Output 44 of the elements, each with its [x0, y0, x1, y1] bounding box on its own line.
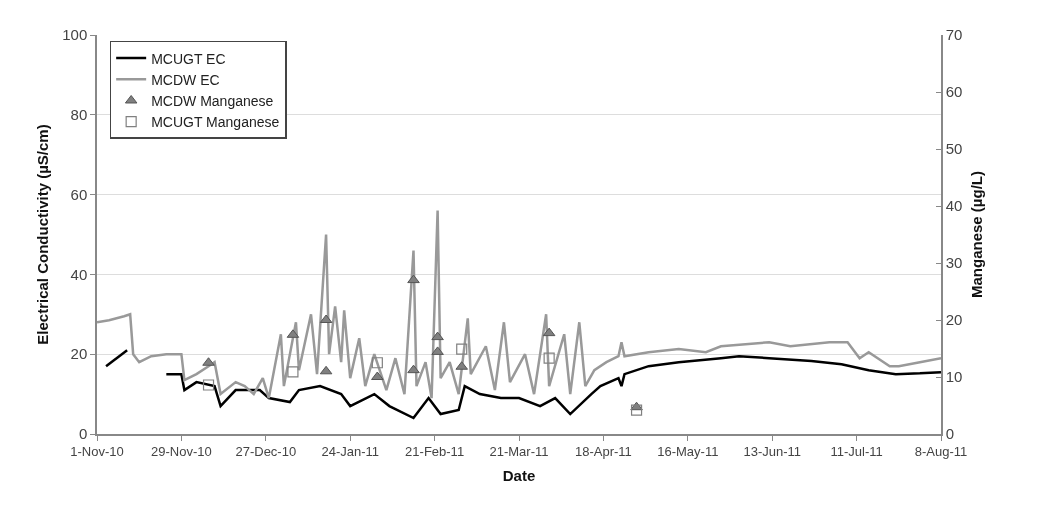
x-tick-label: 8-Aug-11: [914, 444, 968, 460]
legend-label: MCDW EC: [151, 71, 220, 88]
y-axis-title: Electrical Conductivity (µS/cm): [33, 124, 51, 345]
x-tick-label: 24-Jan-11: [321, 444, 379, 460]
y2-tick-label: 0: [945, 425, 955, 443]
x-tick-label: 16-May-11: [657, 444, 719, 460]
point: [407, 274, 420, 284]
y-tick-label: 80: [70, 106, 88, 124]
legend-label: MCDW Manganese: [151, 92, 274, 109]
point: [543, 352, 555, 364]
y-tick-label: 0: [78, 425, 88, 443]
point: [287, 366, 299, 378]
x-tick-label: 29-Nov-10: [151, 444, 212, 460]
y-tick-label: 60: [70, 185, 88, 203]
x-tick-label: 18-Apr-11: [574, 444, 632, 460]
x-tick-label: 27-Dec-10: [235, 444, 297, 460]
point: [319, 365, 333, 375]
point: [542, 327, 556, 337]
y2-tick-label: 30: [945, 254, 963, 272]
point: [202, 379, 215, 391]
y-tick-label: 40: [70, 265, 88, 283]
point: [630, 404, 643, 416]
point: [407, 364, 420, 374]
y2-tick-label: 70: [945, 26, 963, 44]
y2-tick-label: 60: [945, 83, 963, 101]
legend-label: MCUGT Manganese: [151, 114, 280, 131]
x-axis-title: Date: [502, 466, 536, 484]
y2-axis-title: Manganese (µg/L): [967, 171, 985, 298]
y-tick-label: 20: [70, 345, 88, 363]
point: [431, 331, 444, 341]
y-tick-label: 100: [62, 26, 88, 44]
x-tick-label: 21-Feb-11: [405, 444, 465, 460]
x-tick-label: 13-Jun-11: [743, 444, 801, 460]
y2-tick-label: 10: [945, 368, 963, 386]
legend-label: MCUGT EC: [151, 50, 226, 67]
x-tick-label: 11-Jul-11: [830, 444, 883, 460]
x-tick-label: 1-Nov-10: [70, 444, 124, 460]
point: [371, 357, 383, 369]
y2-tick-label: 50: [945, 140, 963, 158]
y2-tick-label: 20: [945, 311, 963, 329]
y2-tick-label: 40: [945, 197, 963, 215]
line-series: [97, 209, 941, 400]
x-tick-label: 21-Mar-11: [489, 444, 549, 460]
point: [456, 343, 468, 355]
